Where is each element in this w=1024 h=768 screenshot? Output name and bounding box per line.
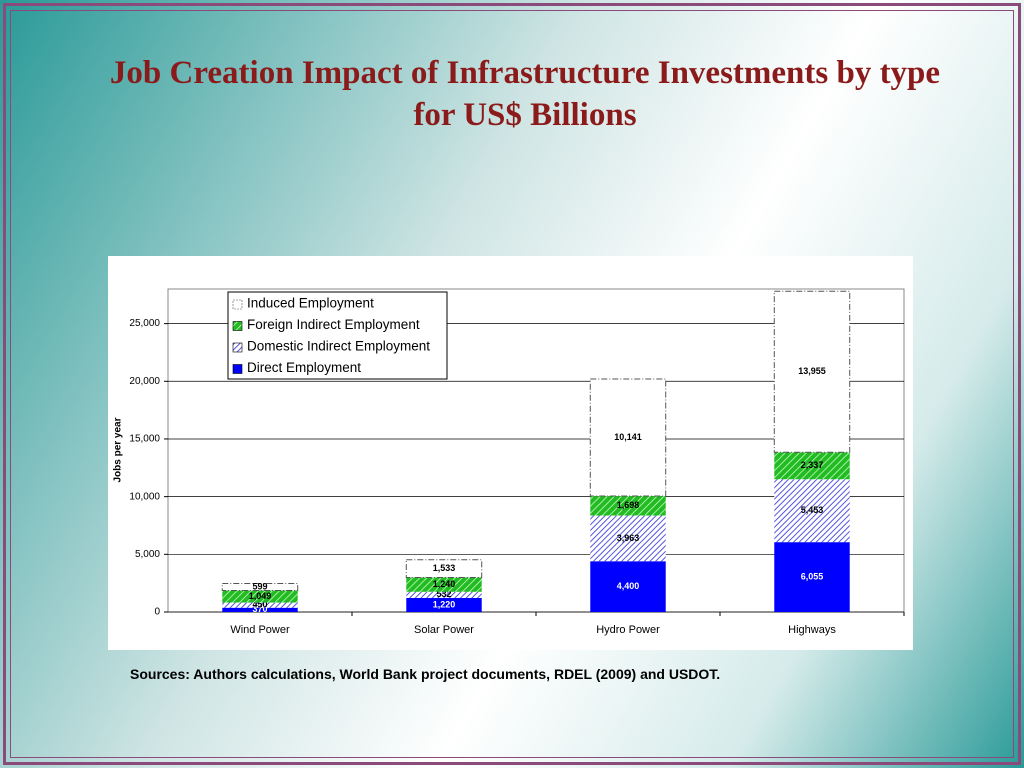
y-tick-label: 15,000 — [129, 434, 160, 445]
legend-swatch — [232, 342, 243, 353]
legend-label: Induced Employment — [247, 296, 374, 311]
data-label: 1,533 — [433, 563, 456, 573]
y-tick-label: 20,000 — [129, 376, 160, 387]
legend-label: Direct Employment — [247, 360, 361, 375]
bar-segment — [222, 607, 298, 612]
data-label: 2,337 — [801, 460, 824, 470]
bar-segment — [590, 561, 666, 612]
legend-swatch — [232, 321, 243, 331]
y-tick-label: 0 — [154, 607, 160, 618]
bar-segment — [406, 591, 482, 598]
bar-segment — [222, 590, 298, 603]
x-tick-label: Wind Power — [230, 624, 290, 636]
x-tick-label: Highways — [788, 624, 836, 636]
bar-segment — [405, 559, 483, 578]
bar-segment — [773, 290, 851, 453]
data-label: 1,049 — [249, 591, 272, 601]
data-label: 10,141 — [614, 432, 642, 442]
y-tick-label: 10,000 — [129, 491, 160, 502]
data-label: 450 — [252, 600, 267, 610]
bar-segment — [221, 583, 299, 591]
y-tick-label: 25,000 — [129, 318, 160, 329]
data-label: 370 — [252, 604, 267, 614]
legend-swatch — [232, 364, 243, 374]
bar-segment — [590, 495, 666, 516]
data-label: 1,698 — [617, 500, 640, 510]
frame — [3, 3, 1021, 765]
source-note: Sources: Authors calculations, World Ban… — [130, 666, 721, 682]
data-label: 532 — [436, 589, 451, 599]
y-tick-label: 5,000 — [135, 549, 160, 560]
y-axis-label: Jobs per year — [113, 417, 124, 482]
legend-box — [227, 291, 448, 380]
bar-segment — [774, 452, 850, 480]
data-label: 13,955 — [798, 366, 826, 376]
bar-segment — [406, 577, 482, 592]
bar-segment — [589, 378, 667, 497]
bar-segment — [774, 542, 850, 612]
data-label: 5,453 — [801, 505, 824, 515]
bar-segment — [590, 515, 666, 562]
data-label: 3,963 — [617, 533, 640, 543]
data-label: 1,220 — [433, 599, 456, 609]
x-tick-label: Solar Power — [414, 624, 474, 636]
legend-label: Domestic Indirect Employment — [247, 339, 430, 354]
slide-title: Job Creation Impact of Infrastructure In… — [109, 55, 941, 133]
x-tick-label: Hydro Power — [596, 624, 660, 636]
bar-segment — [774, 479, 850, 543]
bar-segment — [222, 602, 298, 608]
bar-segment — [406, 597, 482, 612]
frame — [10, 10, 1014, 758]
legend-label: Foreign Indirect Employment — [247, 317, 420, 332]
legend-swatch — [232, 299, 243, 310]
data-label: 1,240 — [433, 579, 456, 589]
data-label: 6,055 — [801, 571, 824, 581]
data-label: 4,400 — [617, 581, 640, 591]
data-label: 599 — [252, 581, 267, 591]
